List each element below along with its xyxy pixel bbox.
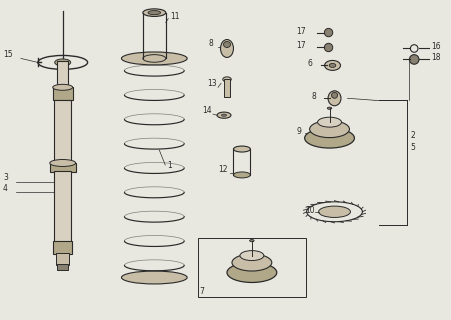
Ellipse shape (143, 55, 166, 62)
Text: 6: 6 (308, 60, 313, 68)
Text: 17: 17 (297, 27, 306, 36)
Text: 3: 3 (3, 173, 8, 182)
Text: 1: 1 (167, 161, 172, 170)
Ellipse shape (148, 11, 161, 15)
Text: 12: 12 (218, 165, 228, 174)
Ellipse shape (221, 40, 234, 58)
Ellipse shape (310, 121, 350, 138)
Ellipse shape (221, 114, 226, 116)
Ellipse shape (240, 251, 264, 260)
Ellipse shape (305, 128, 354, 148)
Bar (53, 241, 72, 253)
Ellipse shape (121, 271, 187, 284)
Ellipse shape (143, 9, 166, 16)
Bar (50, 163, 76, 172)
Text: 16: 16 (431, 42, 441, 51)
Bar (198, 238, 306, 297)
Ellipse shape (50, 159, 76, 166)
Circle shape (324, 43, 333, 52)
Ellipse shape (217, 112, 231, 118)
Text: 8: 8 (312, 92, 316, 101)
Circle shape (324, 28, 333, 37)
Bar (57, 61, 68, 88)
Circle shape (410, 55, 419, 64)
Text: 15: 15 (3, 51, 13, 60)
Ellipse shape (227, 262, 277, 283)
Bar (56, 252, 69, 265)
Text: 13: 13 (207, 79, 216, 88)
Text: 11: 11 (170, 12, 180, 20)
Ellipse shape (318, 117, 341, 127)
Ellipse shape (331, 92, 337, 98)
Text: 5: 5 (410, 143, 415, 152)
Bar (54, 171, 71, 242)
Ellipse shape (234, 146, 250, 152)
Ellipse shape (234, 172, 250, 178)
Ellipse shape (327, 107, 332, 109)
Bar (53, 87, 73, 100)
Ellipse shape (329, 63, 336, 68)
Ellipse shape (250, 240, 254, 242)
Ellipse shape (328, 91, 341, 106)
Ellipse shape (232, 254, 272, 271)
Ellipse shape (55, 59, 71, 66)
Text: 14: 14 (202, 106, 212, 115)
Bar (57, 264, 68, 269)
Bar (224, 79, 230, 97)
Ellipse shape (318, 206, 350, 218)
Text: 17: 17 (297, 42, 306, 51)
Ellipse shape (121, 52, 187, 65)
Text: 4: 4 (3, 184, 8, 193)
Text: 18: 18 (431, 53, 441, 62)
Text: 2: 2 (410, 131, 415, 140)
Ellipse shape (223, 77, 231, 82)
Text: 8: 8 (208, 39, 213, 49)
Bar (54, 100, 71, 165)
Ellipse shape (325, 60, 341, 70)
Text: 9: 9 (297, 127, 302, 136)
Ellipse shape (53, 84, 73, 90)
Ellipse shape (224, 42, 230, 47)
Text: 7: 7 (199, 287, 204, 296)
Text: 10: 10 (306, 206, 315, 215)
